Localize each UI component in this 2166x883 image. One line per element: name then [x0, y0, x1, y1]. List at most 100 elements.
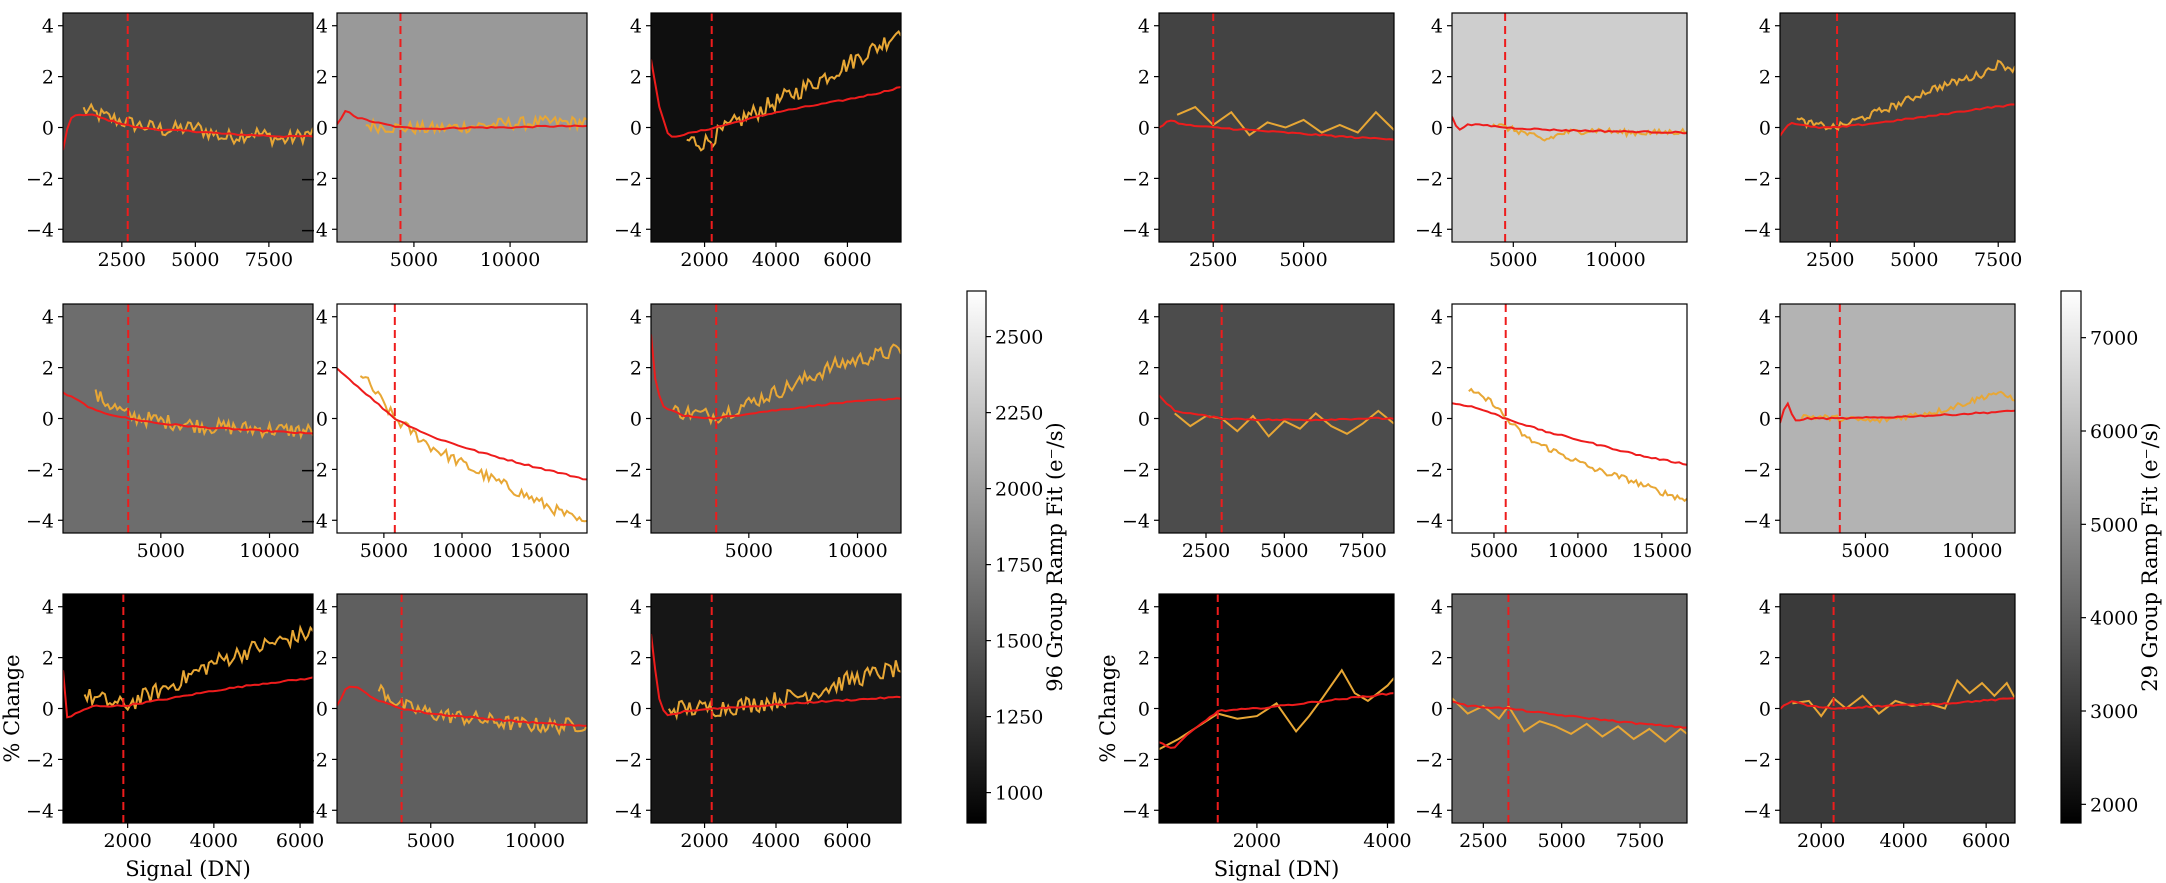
gold-series-line — [686, 30, 901, 152]
y-tick-label: −4 — [1122, 219, 1150, 241]
y-tick-label: 0 — [1759, 409, 1771, 431]
x-tick-label: 5000 — [1489, 249, 1537, 271]
y-tick-label: −4 — [1415, 510, 1443, 532]
y-tick-label: −4 — [614, 800, 642, 822]
subplot: −4 −2 0 2 4 5000 10000 — [300, 12, 588, 271]
y-tick-label: −2 — [614, 749, 642, 771]
gold-series-line — [668, 660, 901, 721]
x-tick-label: 2500 — [1806, 249, 1854, 271]
gold-series-line — [1792, 678, 2015, 718]
plot-area — [1452, 13, 1687, 242]
y-tick-label: 4 — [316, 597, 328, 619]
y-tick-label: 2 — [1431, 648, 1443, 670]
colorbar-tick-label: 2000 — [995, 479, 1043, 501]
panel-background — [63, 13, 313, 242]
plot-area — [337, 13, 587, 242]
colorbar-tick-label: 6000 — [2090, 421, 2138, 443]
x-tick-label: 2000 — [680, 830, 728, 852]
x-tick-label: 10000 — [1585, 249, 1645, 271]
subplot: −4 −2 0 2 4 5000 10000 — [1415, 12, 1688, 271]
x-tick-label: 2000 — [103, 830, 151, 852]
y-tick-label: 4 — [42, 16, 54, 38]
y-tick-label: 0 — [630, 118, 642, 140]
x-tick-label: 2500 — [1182, 540, 1230, 562]
y-tick-label: 2 — [1138, 648, 1150, 670]
x-axis-label: Signal (DN) — [125, 857, 251, 881]
gold-series-line — [671, 343, 901, 426]
panel-background — [1780, 594, 2015, 823]
red-series-line — [63, 670, 313, 719]
y-tick-label: −4 — [1743, 219, 1771, 241]
y-tick-label: 0 — [42, 118, 54, 140]
x-tick-label: 5000 — [1279, 249, 1327, 271]
y-tick-label: 2 — [1759, 358, 1771, 380]
red-series-line — [651, 334, 901, 420]
subplot: −4 −2 0 2 4 2000 4000 6000 — [614, 12, 902, 271]
x-tick-label: 2500 — [1459, 830, 1507, 852]
x-tick-label: 2500 — [98, 249, 146, 271]
panel-background — [1452, 13, 1687, 242]
colorbar-gradient — [966, 290, 987, 824]
y-tick-label: 4 — [1138, 597, 1150, 619]
x-tick-label: 5000 — [360, 540, 408, 562]
colorbar-tick-label: 1500 — [995, 631, 1043, 653]
plot-area — [1159, 13, 1394, 242]
x-tick-label: 15000 — [1632, 540, 1692, 562]
subplot: −4 −2 0 2 4 2500 5000 7500 — [1743, 12, 2022, 271]
colorbar-tick-label: 4000 — [2090, 608, 2138, 630]
red-series-line — [63, 113, 313, 151]
y-tick-label: 0 — [42, 409, 54, 431]
y-tick-label: 0 — [316, 409, 328, 431]
y-tick-label: 0 — [316, 118, 328, 140]
x-tick-label: 6000 — [823, 249, 871, 271]
x-tick-label: 5000 — [171, 249, 219, 271]
subplot: −4 −2 0 2 4 2000 4000 6000 — [614, 593, 902, 852]
plot-area — [651, 594, 901, 823]
red-series-line — [1452, 402, 1687, 466]
colorbar-label: 96 Group Ramp Fit (e⁻/s) — [1043, 422, 1067, 692]
y-tick-label: −2 — [300, 749, 328, 771]
y-tick-label: 2 — [1138, 358, 1150, 380]
x-tick-label: 15000 — [510, 540, 570, 562]
y-tick-label: 4 — [630, 597, 642, 619]
y-tick-label: 2 — [630, 648, 642, 670]
x-tick-label: 10000 — [432, 540, 492, 562]
plot-area — [337, 594, 587, 823]
x-tick-label: 7500 — [1974, 249, 2022, 271]
plot-area — [1780, 304, 2015, 533]
panel-background — [1159, 13, 1394, 242]
y-tick-label: 0 — [1138, 118, 1150, 140]
red-series-line — [1780, 697, 2015, 710]
x-tick-label: 5000 — [1470, 540, 1518, 562]
y-tick-label: −4 — [1415, 800, 1443, 822]
x-tick-label: 4000 — [1363, 830, 1411, 852]
subplot: −4 −2 0 2 4 5000 10000 — [1743, 303, 2016, 562]
y-tick-label: 2 — [42, 358, 54, 380]
y-tick-label: −4 — [300, 219, 328, 241]
y-tick-label: −4 — [300, 800, 328, 822]
y-tick-label: 4 — [42, 597, 54, 619]
y-tick-label: 4 — [1759, 307, 1771, 329]
y-tick-label: −4 — [300, 510, 328, 532]
y-tick-label: 2 — [1759, 648, 1771, 670]
y-axis-label: % Change — [0, 654, 24, 762]
y-tick-label: 2 — [1138, 67, 1150, 89]
y-tick-label: 2 — [42, 67, 54, 89]
red-series-line — [337, 685, 587, 727]
x-tick-label: 4000 — [1880, 830, 1928, 852]
y-tick-label: 2 — [1431, 67, 1443, 89]
y-tick-label: 4 — [316, 16, 328, 38]
colorbar-tick-label: 2250 — [995, 403, 1043, 425]
red-series-line — [1780, 103, 2015, 137]
y-tick-label: −4 — [1122, 510, 1150, 532]
red-series-line — [651, 59, 901, 138]
x-tick-label: 7500 — [1338, 540, 1386, 562]
x-tick-label: 4000 — [752, 249, 800, 271]
x-tick-label: 5000 — [1260, 540, 1308, 562]
x-tick-label: 4000 — [190, 830, 238, 852]
colorbar-gradient — [2060, 290, 2082, 824]
subplot: −4 −2 0 2 4 5000 10000 15000 — [1415, 303, 1692, 562]
y-tick-label: 0 — [42, 699, 54, 721]
x-tick-label: 5000 — [407, 830, 455, 852]
